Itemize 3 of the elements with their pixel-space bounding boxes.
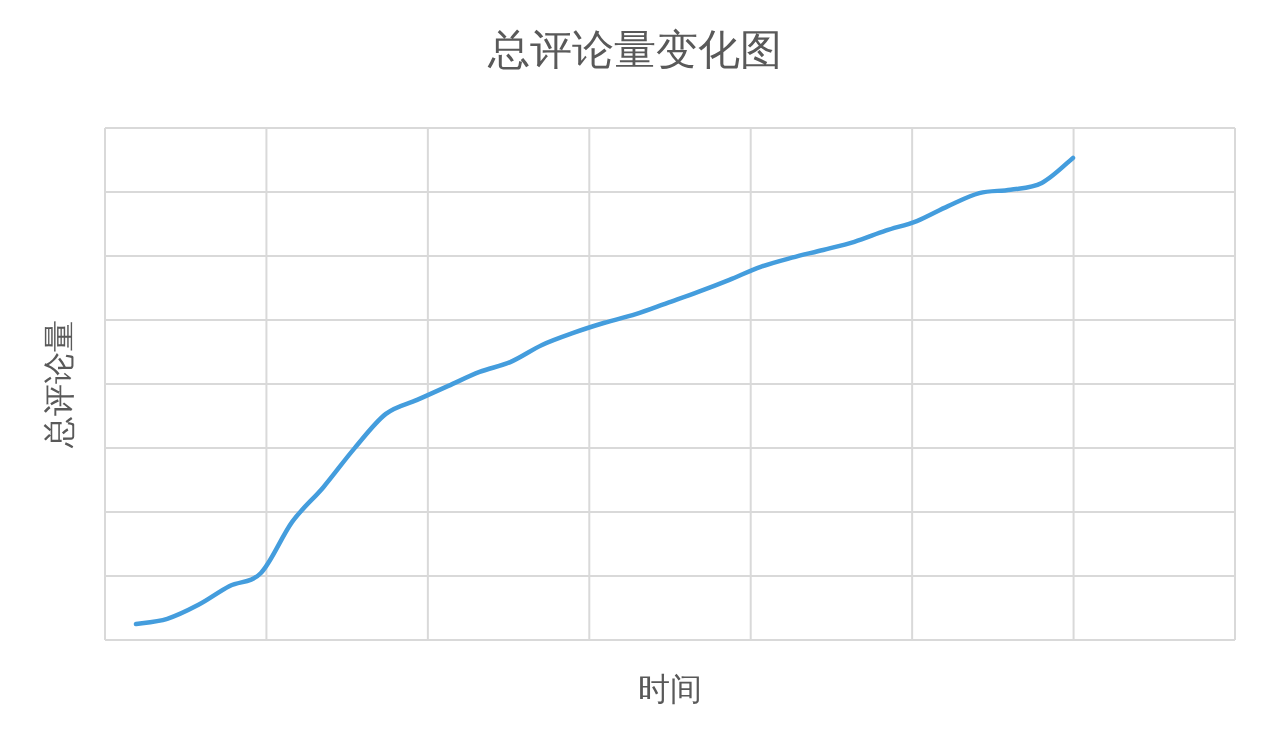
- title: 总评论量变化图: [488, 25, 782, 74]
- xlabel: 时间: [638, 670, 702, 708]
- ylabel: 总评论量: [40, 320, 78, 448]
